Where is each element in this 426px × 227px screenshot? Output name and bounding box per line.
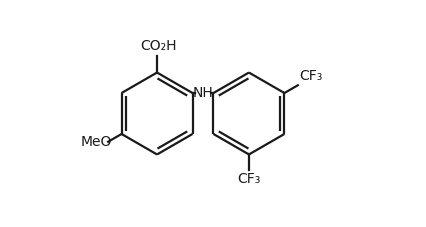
Text: NH: NH [192, 86, 213, 100]
Text: CF₃: CF₃ [237, 172, 260, 186]
Text: CF₃: CF₃ [298, 69, 322, 83]
Text: MeO: MeO [80, 135, 111, 149]
Text: CO₂H: CO₂H [140, 39, 176, 53]
